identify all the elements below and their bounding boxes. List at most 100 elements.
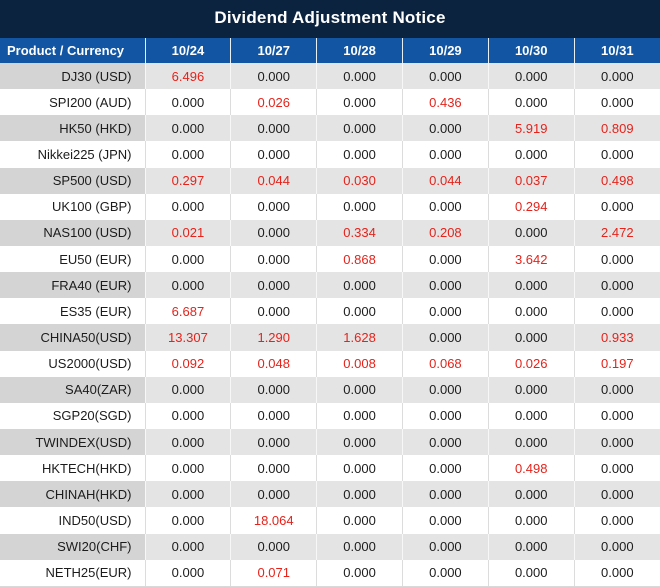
value-cell: 0.000	[487, 324, 575, 351]
value-cell: 0.000	[573, 141, 660, 168]
value-cell: 0.037	[487, 167, 575, 194]
value-cell: 0.000	[401, 298, 489, 325]
value-cell: 0.868	[316, 245, 403, 273]
value-cell: 0.000	[230, 193, 317, 220]
value-cell: 0.000	[487, 402, 575, 429]
date-column-header: 10/28	[316, 36, 403, 63]
value-cell: 0.008	[316, 350, 403, 377]
value-cell: 0.000	[144, 507, 231, 534]
table-row: CHINA50(USD) 13.307 1.290 1.628 0.000 0.000 0.…	[0, 324, 660, 351]
value-cell: 0.021	[144, 219, 231, 246]
value-cell: 0.000	[316, 376, 403, 403]
value-cell: 0.000	[573, 89, 660, 116]
value-cell: 18.064	[230, 507, 317, 534]
value-cell: 0.000	[487, 141, 575, 168]
value-cell: 0.000	[573, 402, 660, 429]
product-cell: HKTECH(HKD)	[0, 455, 145, 482]
value-cell: 0.068	[401, 350, 489, 377]
table-row: SPI200 (AUD) 0.000 0.026 0.000 0.436 0.000 0.0…	[0, 89, 660, 116]
value-cell: 0.000	[144, 455, 231, 482]
value-cell: 0.000	[573, 428, 660, 456]
value-cell: 0.000	[487, 63, 575, 90]
value-cell: 0.000	[316, 141, 403, 168]
value-cell: 1.628	[316, 324, 403, 351]
value-cell: 0.000	[573, 507, 660, 534]
value-cell: 0.809	[573, 115, 660, 142]
table-row: SWI20(CHF) 0.000 0.000 0.000 0.000 0.000 0.000	[0, 533, 660, 560]
table-header: Product / Currency 10/24 10/27 10/28 10/…	[0, 36, 660, 63]
value-cell: 0.000	[230, 141, 317, 168]
table-row: ES35 (EUR) 6.687 0.000 0.000 0.000 0.000 0.000	[0, 298, 660, 325]
date-column-header: 10/30	[487, 36, 575, 63]
value-cell: 0.000	[487, 559, 575, 586]
page-title: Dividend Adjustment Notice	[214, 8, 446, 27]
table-row: UK100 (GBP) 0.000 0.000 0.000 0.000 0.294 0.00…	[0, 193, 660, 220]
value-cell: 0.000	[573, 193, 660, 220]
value-cell: 0.000	[401, 559, 489, 586]
product-currency-header: Product / Currency	[0, 36, 145, 63]
value-cell: 0.933	[573, 324, 660, 351]
value-cell: 0.048	[230, 350, 317, 377]
value-cell: 0.000	[230, 455, 317, 482]
value-cell: 0.294	[487, 193, 575, 220]
value-cell: 5.919	[487, 115, 575, 142]
value-cell: 0.000	[230, 63, 317, 90]
product-cell: SPI200 (AUD)	[0, 89, 145, 116]
table-row: HK50 (HKD) 0.000 0.000 0.000 0.000 5.919 0.809	[0, 115, 660, 142]
table-row: EU50 (EUR) 0.000 0.000 0.868 0.000 3.642 0.000	[0, 245, 660, 273]
value-cell: 0.498	[573, 167, 660, 194]
table-row: SGP20(SGD) 0.000 0.000 0.000 0.000 0.000 0.000	[0, 402, 660, 429]
value-cell: 0.044	[401, 167, 489, 194]
value-cell: 0.000	[401, 428, 489, 456]
product-cell: DJ30 (USD)	[0, 63, 145, 90]
value-cell: 0.000	[401, 324, 489, 351]
value-cell: 0.026	[230, 89, 317, 116]
value-cell: 0.092	[144, 350, 231, 377]
product-cell: NETH25(EUR)	[0, 559, 145, 586]
value-cell: 0.000	[401, 455, 489, 482]
value-cell: 0.030	[316, 167, 403, 194]
product-cell: IND50(USD)	[0, 507, 145, 534]
value-cell: 0.000	[401, 481, 489, 508]
value-cell: 0.197	[573, 350, 660, 377]
value-cell: 0.334	[316, 219, 403, 246]
value-cell: 0.000	[487, 507, 575, 534]
date-column-header: 10/29	[401, 36, 489, 63]
value-cell: 0.000	[144, 193, 231, 220]
table-row: TWINDEX(USD) 0.000 0.000 0.000 0.000 0.000 0.0…	[0, 428, 660, 456]
value-cell: 0.000	[401, 272, 489, 299]
product-cell: HK50 (HKD)	[0, 115, 145, 142]
value-cell: 0.000	[316, 193, 403, 220]
value-cell: 0.436	[401, 89, 489, 116]
value-cell: 0.000	[487, 428, 575, 456]
table-row: NETH25(EUR) 0.000 0.071 0.000 0.000 0.000 0.00…	[0, 559, 660, 586]
table-row: HKTECH(HKD) 0.000 0.000 0.000 0.000 0.498 0.00…	[0, 455, 660, 482]
value-cell: 0.000	[573, 533, 660, 560]
value-cell: 0.000	[316, 481, 403, 508]
product-cell: EU50 (EUR)	[0, 245, 145, 273]
value-cell: 0.000	[401, 63, 489, 90]
value-cell: 0.000	[316, 533, 403, 560]
value-cell: 0.000	[573, 455, 660, 482]
product-cell: SWI20(CHF)	[0, 533, 145, 560]
value-cell: 0.000	[573, 63, 660, 90]
value-cell: 0.044	[230, 167, 317, 194]
value-cell: 0.000	[230, 245, 317, 273]
product-cell: ES35 (EUR)	[0, 298, 145, 325]
value-cell: 0.026	[487, 350, 575, 377]
value-cell: 0.000	[230, 481, 317, 508]
value-cell: 0.000	[230, 376, 317, 403]
value-cell: 0.000	[144, 245, 231, 273]
value-cell: 0.000	[144, 533, 231, 560]
value-cell: 0.000	[144, 559, 231, 586]
value-cell: 0.000	[487, 481, 575, 508]
value-cell: 0.000	[316, 298, 403, 325]
value-cell: 0.000	[487, 272, 575, 299]
product-cell: FRA40 (EUR)	[0, 272, 145, 299]
value-cell: 0.000	[573, 559, 660, 586]
value-cell: 0.000	[230, 272, 317, 299]
product-cell: NAS100 (USD)	[0, 219, 145, 246]
value-cell: 0.000	[144, 141, 231, 168]
value-cell: 0.000	[230, 428, 317, 456]
value-cell: 0.000	[573, 298, 660, 325]
